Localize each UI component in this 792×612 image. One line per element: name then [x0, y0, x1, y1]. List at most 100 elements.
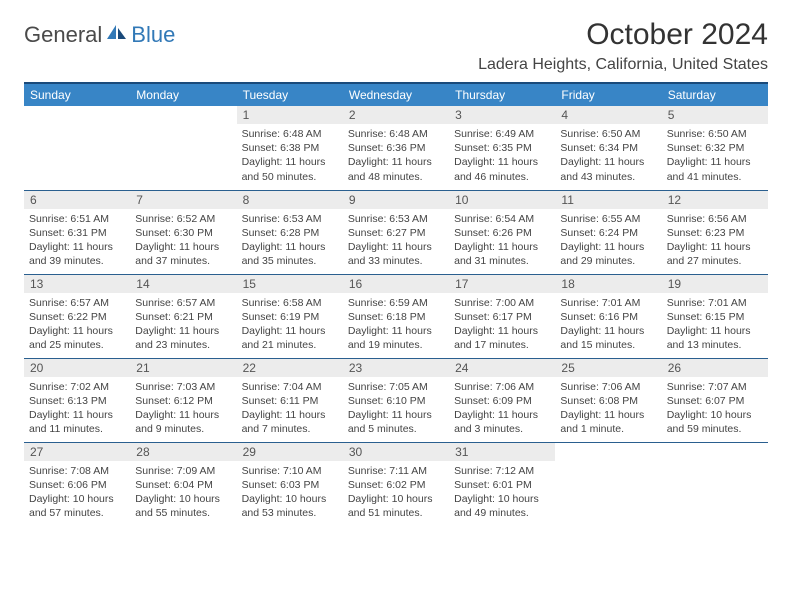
page-title: October 2024	[478, 18, 768, 52]
calendar-day-cell: 9Sunrise: 6:53 AMSunset: 6:27 PMDaylight…	[343, 190, 449, 274]
day-details: Sunrise: 6:48 AMSunset: 6:36 PMDaylight:…	[343, 124, 449, 188]
day-number: 30	[343, 443, 449, 461]
calendar-day-cell: 5Sunrise: 6:50 AMSunset: 6:32 PMDaylight…	[662, 106, 768, 190]
day-details: Sunrise: 6:50 AMSunset: 6:34 PMDaylight:…	[555, 124, 661, 188]
calendar-day-cell: 21Sunrise: 7:03 AMSunset: 6:12 PMDayligh…	[130, 358, 236, 442]
calendar-week-row: 1Sunrise: 6:48 AMSunset: 6:38 PMDaylight…	[24, 106, 768, 190]
day-header: Tuesday	[237, 83, 343, 106]
calendar-day-cell: 23Sunrise: 7:05 AMSunset: 6:10 PMDayligh…	[343, 358, 449, 442]
day-number: 14	[130, 275, 236, 293]
day-number: 31	[449, 443, 555, 461]
day-number: 1	[237, 106, 343, 124]
day-header: Friday	[555, 83, 661, 106]
day-details: Sunrise: 6:57 AMSunset: 6:21 PMDaylight:…	[130, 293, 236, 357]
calendar-week-row: 27Sunrise: 7:08 AMSunset: 6:06 PMDayligh…	[24, 442, 768, 526]
day-number: 25	[555, 359, 661, 377]
day-details: Sunrise: 6:53 AMSunset: 6:27 PMDaylight:…	[343, 209, 449, 273]
day-number: 21	[130, 359, 236, 377]
calendar-day-cell: 14Sunrise: 6:57 AMSunset: 6:21 PMDayligh…	[130, 274, 236, 358]
calendar-day-cell: 22Sunrise: 7:04 AMSunset: 6:11 PMDayligh…	[237, 358, 343, 442]
day-details: Sunrise: 7:06 AMSunset: 6:09 PMDaylight:…	[449, 377, 555, 441]
header-row: SundayMondayTuesdayWednesdayThursdayFrid…	[24, 83, 768, 106]
calendar-day-cell: 24Sunrise: 7:06 AMSunset: 6:09 PMDayligh…	[449, 358, 555, 442]
calendar-empty-cell	[662, 442, 768, 526]
calendar-day-cell: 30Sunrise: 7:11 AMSunset: 6:02 PMDayligh…	[343, 442, 449, 526]
calendar-day-cell: 19Sunrise: 7:01 AMSunset: 6:15 PMDayligh…	[662, 274, 768, 358]
day-details: Sunrise: 6:57 AMSunset: 6:22 PMDaylight:…	[24, 293, 130, 357]
day-number: 15	[237, 275, 343, 293]
day-number: 19	[662, 275, 768, 293]
calendar-empty-cell	[24, 106, 130, 190]
day-header: Saturday	[662, 83, 768, 106]
calendar-week-row: 20Sunrise: 7:02 AMSunset: 6:13 PMDayligh…	[24, 358, 768, 442]
day-number: 22	[237, 359, 343, 377]
day-number: 12	[662, 191, 768, 209]
day-details: Sunrise: 6:55 AMSunset: 6:24 PMDaylight:…	[555, 209, 661, 273]
day-header: Thursday	[449, 83, 555, 106]
day-number: 11	[555, 191, 661, 209]
day-details: Sunrise: 6:53 AMSunset: 6:28 PMDaylight:…	[237, 209, 343, 273]
day-header: Sunday	[24, 83, 130, 106]
day-number: 28	[130, 443, 236, 461]
logo-sail-icon	[106, 24, 128, 47]
day-details: Sunrise: 7:01 AMSunset: 6:15 PMDaylight:…	[662, 293, 768, 357]
day-number: 6	[24, 191, 130, 209]
day-details: Sunrise: 6:58 AMSunset: 6:19 PMDaylight:…	[237, 293, 343, 357]
day-number: 3	[449, 106, 555, 124]
calendar-day-cell: 18Sunrise: 7:01 AMSunset: 6:16 PMDayligh…	[555, 274, 661, 358]
header: General Blue October 2024 Ladera Heights…	[24, 18, 768, 74]
day-number: 5	[662, 106, 768, 124]
calendar-day-cell: 6Sunrise: 6:51 AMSunset: 6:31 PMDaylight…	[24, 190, 130, 274]
day-number: 23	[343, 359, 449, 377]
calendar-day-cell: 4Sunrise: 6:50 AMSunset: 6:34 PMDaylight…	[555, 106, 661, 190]
calendar-day-cell: 10Sunrise: 6:54 AMSunset: 6:26 PMDayligh…	[449, 190, 555, 274]
day-details: Sunrise: 7:07 AMSunset: 6:07 PMDaylight:…	[662, 377, 768, 441]
calendar-empty-cell	[555, 442, 661, 526]
day-number: 17	[449, 275, 555, 293]
day-details: Sunrise: 7:03 AMSunset: 6:12 PMDaylight:…	[130, 377, 236, 441]
day-number: 29	[237, 443, 343, 461]
calendar-day-cell: 13Sunrise: 6:57 AMSunset: 6:22 PMDayligh…	[24, 274, 130, 358]
day-details: Sunrise: 6:51 AMSunset: 6:31 PMDaylight:…	[24, 209, 130, 273]
day-number: 8	[237, 191, 343, 209]
day-details: Sunrise: 7:06 AMSunset: 6:08 PMDaylight:…	[555, 377, 661, 441]
calendar-week-row: 13Sunrise: 6:57 AMSunset: 6:22 PMDayligh…	[24, 274, 768, 358]
day-details: Sunrise: 7:04 AMSunset: 6:11 PMDaylight:…	[237, 377, 343, 441]
day-number: 9	[343, 191, 449, 209]
day-header: Monday	[130, 83, 236, 106]
day-details: Sunrise: 6:56 AMSunset: 6:23 PMDaylight:…	[662, 209, 768, 273]
day-details: Sunrise: 7:12 AMSunset: 6:01 PMDaylight:…	[449, 461, 555, 525]
title-block: October 2024 Ladera Heights, California,…	[478, 18, 768, 74]
day-details: Sunrise: 7:01 AMSunset: 6:16 PMDaylight:…	[555, 293, 661, 357]
day-details: Sunrise: 6:59 AMSunset: 6:18 PMDaylight:…	[343, 293, 449, 357]
day-details: Sunrise: 6:49 AMSunset: 6:35 PMDaylight:…	[449, 124, 555, 188]
calendar-day-cell: 2Sunrise: 6:48 AMSunset: 6:36 PMDaylight…	[343, 106, 449, 190]
logo: General Blue	[24, 22, 175, 48]
calendar-day-cell: 11Sunrise: 6:55 AMSunset: 6:24 PMDayligh…	[555, 190, 661, 274]
calendar-day-cell: 16Sunrise: 6:59 AMSunset: 6:18 PMDayligh…	[343, 274, 449, 358]
calendar-day-cell: 3Sunrise: 6:49 AMSunset: 6:35 PMDaylight…	[449, 106, 555, 190]
day-details: Sunrise: 7:05 AMSunset: 6:10 PMDaylight:…	[343, 377, 449, 441]
day-number: 18	[555, 275, 661, 293]
day-details: Sunrise: 6:50 AMSunset: 6:32 PMDaylight:…	[662, 124, 768, 188]
day-number: 4	[555, 106, 661, 124]
day-details: Sunrise: 6:48 AMSunset: 6:38 PMDaylight:…	[237, 124, 343, 188]
calendar-day-cell: 31Sunrise: 7:12 AMSunset: 6:01 PMDayligh…	[449, 442, 555, 526]
day-number: 24	[449, 359, 555, 377]
calendar-day-cell: 7Sunrise: 6:52 AMSunset: 6:30 PMDaylight…	[130, 190, 236, 274]
calendar-day-cell: 28Sunrise: 7:09 AMSunset: 6:04 PMDayligh…	[130, 442, 236, 526]
day-details: Sunrise: 7:08 AMSunset: 6:06 PMDaylight:…	[24, 461, 130, 525]
calendar-day-cell: 12Sunrise: 6:56 AMSunset: 6:23 PMDayligh…	[662, 190, 768, 274]
day-header: Wednesday	[343, 83, 449, 106]
day-details: Sunrise: 7:11 AMSunset: 6:02 PMDaylight:…	[343, 461, 449, 525]
logo-text-general: General	[24, 22, 102, 48]
day-number: 10	[449, 191, 555, 209]
day-details: Sunrise: 7:02 AMSunset: 6:13 PMDaylight:…	[24, 377, 130, 441]
calendar-day-cell: 17Sunrise: 7:00 AMSunset: 6:17 PMDayligh…	[449, 274, 555, 358]
day-details: Sunrise: 7:10 AMSunset: 6:03 PMDaylight:…	[237, 461, 343, 525]
day-number: 16	[343, 275, 449, 293]
calendar-week-row: 6Sunrise: 6:51 AMSunset: 6:31 PMDaylight…	[24, 190, 768, 274]
day-details: Sunrise: 7:00 AMSunset: 6:17 PMDaylight:…	[449, 293, 555, 357]
day-details: Sunrise: 7:09 AMSunset: 6:04 PMDaylight:…	[130, 461, 236, 525]
calendar-day-cell: 8Sunrise: 6:53 AMSunset: 6:28 PMDaylight…	[237, 190, 343, 274]
